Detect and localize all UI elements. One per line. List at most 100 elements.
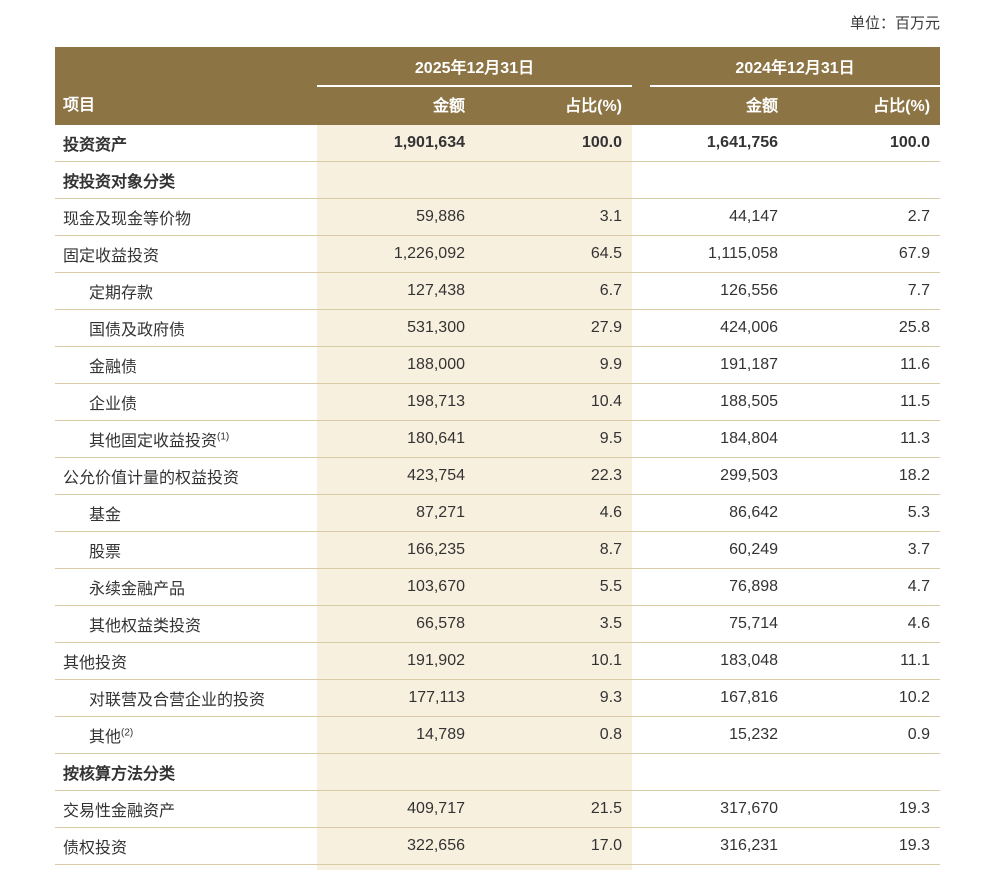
table-row: 金融债 188,000 9.9 191,187 11.6 <box>55 346 941 384</box>
pct-2025-cell: 27.9 <box>475 309 633 347</box>
table-row: 交易性金融资产 409,717 21.5 317,670 19.3 <box>55 790 941 828</box>
pct-2025-cell: 21.5 <box>475 790 633 828</box>
row-label: 其他(2) <box>55 716 317 754</box>
col-group-2025-label: 2025年12月31日 <box>317 54 633 87</box>
pct-2024-cell: 100.0 <box>788 125 941 162</box>
table-row: 其他(2) 14,789 0.8 15,232 0.9 <box>55 716 941 754</box>
row-label-text: 现金及现金等价物 <box>63 211 192 228</box>
table-row: 债权投资 322,656 17.0 316,231 19.3 <box>55 827 941 865</box>
amount-2025-cell: 14,789 <box>317 716 475 754</box>
table-row: 现金及现金等价物 59,886 3.1 44,147 2.7 <box>55 198 941 236</box>
pct-2025-cell: 10.4 <box>475 383 633 421</box>
pct-2025-cell: 9.9 <box>475 346 633 384</box>
row-label-text: 按核算方法分类 <box>63 766 176 783</box>
col-header-pct-2025: 占比(%) <box>475 87 633 125</box>
pct-2024-cell: 0.9 <box>788 716 941 754</box>
pct-2025-cell: 8.7 <box>475 531 633 569</box>
row-label-text: 定期存款 <box>89 285 154 302</box>
table-row: 公允价值计量的权益投资 423,754 22.3 299,503 18.2 <box>55 457 941 495</box>
amount-2024-cell: 188,505 <box>632 383 789 421</box>
amount-2024-cell: 183,048 <box>632 642 789 680</box>
row-label: 国债及政府债 <box>55 309 317 347</box>
footnote-ref: (2) <box>121 727 134 739</box>
row-label: 企业债 <box>55 383 317 421</box>
pct-2025-cell: 10.1 <box>475 642 633 680</box>
row-label-text: 永续金融产品 <box>89 581 186 598</box>
pct-2025-cell: 3.5 <box>475 605 633 643</box>
amount-2025-cell <box>317 161 475 199</box>
amount-2025-cell: 191,902 <box>317 642 475 680</box>
footnote-ref: (1) <box>217 431 230 443</box>
amount-2025-cell: 531,300 <box>317 309 475 347</box>
col-group-2024-label: 2024年12月31日 <box>650 54 941 87</box>
row-label: 其他固定收益投资(1) <box>55 420 317 458</box>
amount-2024-cell: 1,641,756 <box>632 125 789 162</box>
amount-2024-cell: 86,642 <box>632 494 789 532</box>
pct-2024-cell: 10.2 <box>788 679 941 717</box>
col-group-2025: 2025年12月31日 <box>317 47 633 87</box>
row-label: 投资资产 <box>55 125 317 162</box>
col-header-amount-2025: 金额 <box>317 87 475 125</box>
pct-2025-cell: 100.0 <box>475 125 633 162</box>
pct-2024-cell: 3.7 <box>788 531 941 569</box>
row-label-text: 按投资对象分类 <box>63 174 176 191</box>
row-label: 定期存款 <box>55 272 317 310</box>
row-label-text: 其他固定收益投资 <box>89 433 218 450</box>
amount-2024-cell: 191,187 <box>632 346 789 384</box>
pct-2024-cell: 11.5 <box>788 383 941 421</box>
row-label: 其他投资 <box>55 642 317 680</box>
pct-2025-cell: 3.1 <box>475 198 633 236</box>
pct-2024-cell: 2.7 <box>788 198 941 236</box>
pct-2024-cell: 11.6 <box>788 346 941 384</box>
table-row: 按投资对象分类 <box>55 161 941 199</box>
amount-2025-cell: 423,754 <box>317 457 475 495</box>
row-label-text: 其他权益类投资 <box>89 618 202 635</box>
amount-2024-cell: 184,804 <box>632 420 789 458</box>
amount-2025-cell <box>317 753 475 791</box>
row-label: 按投资对象分类 <box>55 161 317 199</box>
row-label: 公允价值计量的权益投资 <box>55 457 317 495</box>
amount-2024-cell: 523,581 <box>632 864 789 870</box>
col-group-2024: 2024年12月31日 <box>632 47 941 87</box>
table-row: 永续金融产品 103,670 5.5 76,898 4.7 <box>55 568 941 606</box>
row-label: 按核算方法分类 <box>55 753 317 791</box>
table-row: 其他权益类投资 66,578 3.5 75,714 4.6 <box>55 605 941 643</box>
table-row: 国债及政府债 531,300 27.9 424,006 25.8 <box>55 309 941 347</box>
row-label: 永续金融产品 <box>55 568 317 606</box>
pct-2024-cell <box>788 161 941 199</box>
amount-2024-cell: 1,115,058 <box>632 235 789 273</box>
row-label-text: 股票 <box>89 544 122 561</box>
row-label-text: 其他 <box>89 729 122 746</box>
pct-2025-cell: 22.3 <box>475 457 633 495</box>
header-row-dates: 项目 2025年12月31日 2024年12月31日 <box>55 47 941 125</box>
row-label: 基金 <box>55 494 317 532</box>
row-label-text: 债权投资 <box>63 840 128 857</box>
row-label: 其他债权投资 <box>55 864 317 870</box>
amount-2024-cell: 15,232 <box>632 716 789 754</box>
table-row: 固定收益投资 1,226,092 64.5 1,115,058 67.9 <box>55 235 941 273</box>
pct-2024-cell: 25.8 <box>788 309 941 347</box>
amount-2024-cell: 167,816 <box>632 679 789 717</box>
table-row: 其他债权投资 607,327 31.9 523,581 31.9 <box>55 864 941 870</box>
unit-label: 单位：百万元 <box>849 15 940 32</box>
amount-2025-cell: 59,886 <box>317 198 475 236</box>
amount-2024-cell: 126,556 <box>632 272 789 310</box>
row-label-text: 企业债 <box>89 396 138 413</box>
table-row: 基金 87,271 4.6 86,642 5.3 <box>55 494 941 532</box>
pct-2025-cell <box>475 753 633 791</box>
row-label: 金融债 <box>55 346 317 384</box>
amount-2025-cell: 1,226,092 <box>317 235 475 273</box>
amount-2025-cell: 198,713 <box>317 383 475 421</box>
amount-2025-cell: 322,656 <box>317 827 475 865</box>
pct-2025-cell: 17.0 <box>475 827 633 865</box>
row-label-text: 国债及政府债 <box>89 322 186 339</box>
row-label-text: 固定收益投资 <box>63 248 160 265</box>
pct-2024-cell: 19.3 <box>788 790 941 828</box>
pct-2024-cell: 19.3 <box>788 827 941 865</box>
amount-2024-cell: 60,249 <box>632 531 789 569</box>
amount-2025-cell: 188,000 <box>317 346 475 384</box>
row-label: 股票 <box>55 531 317 569</box>
amount-2024-cell <box>632 161 789 199</box>
amount-2025-cell: 607,327 <box>317 864 475 870</box>
